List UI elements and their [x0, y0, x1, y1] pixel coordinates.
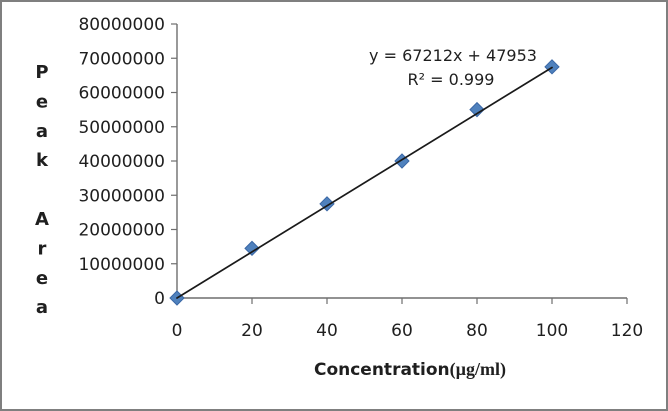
x-tick-label: 40 [316, 321, 338, 341]
y-tick-label: 20000000 [78, 221, 165, 241]
x-tick-label: 120 [611, 321, 643, 341]
equation-label: y = 67212x + 47953 [369, 46, 537, 65]
trendline [176, 66, 553, 299]
y-axis-title-letter: a [36, 297, 48, 318]
r-squared-label: R² = 0.999 [408, 70, 495, 89]
data-point [469, 101, 485, 118]
x-tick-label: 80 [466, 321, 488, 341]
y-axis-title-letter: a [36, 121, 48, 142]
y-tick-label: 10000000 [78, 255, 165, 275]
y-axis-title-letter: k [36, 150, 49, 171]
x-tick-label: 0 [172, 321, 183, 341]
x-axis-title-unit: (µg/ml) [450, 359, 506, 380]
y-tick-label: 60000000 [78, 84, 165, 104]
data-point [244, 240, 260, 257]
y-axis-title-letter: A [35, 209, 49, 230]
y-axis-title-letter: e [36, 268, 48, 289]
data-point [319, 196, 335, 212]
y-tick-label: 70000000 [78, 49, 165, 69]
x-axis-title-main: Concentration [314, 360, 450, 380]
y-axis-title-letter: e [36, 91, 48, 112]
x-tick-label: 100 [536, 321, 568, 341]
y-tick-label: 40000000 [78, 152, 165, 172]
y-tick-label: 80000000 [78, 15, 165, 35]
y-axis-title-letter: r [38, 238, 47, 259]
y-tick-label: 0 [154, 289, 165, 309]
x-tick-label: 20 [241, 321, 263, 341]
x-tick-label: 60 [391, 321, 413, 341]
y-axis-title-letter: P [35, 62, 48, 83]
y-tick-label: 30000000 [78, 186, 165, 206]
x-axis-title: Concentration(µg/ml) [314, 359, 506, 380]
y-tick-label: 50000000 [78, 118, 165, 138]
